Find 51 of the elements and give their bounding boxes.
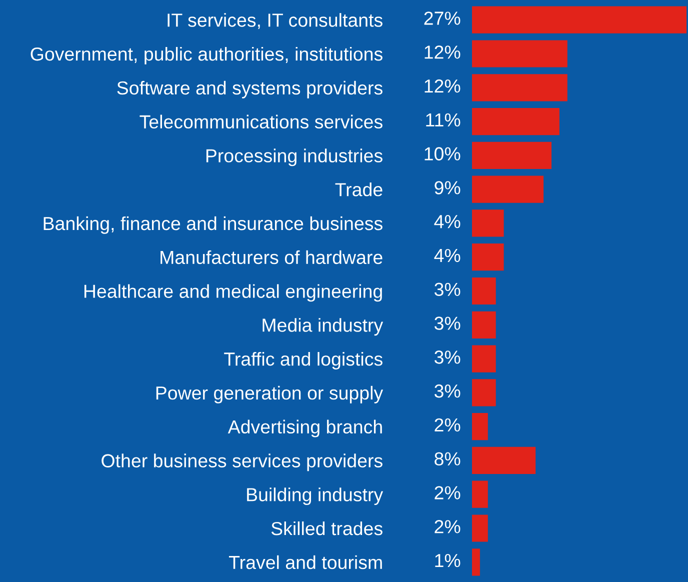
bar	[472, 210, 504, 237]
data-label: 2%	[434, 486, 460, 500]
y-tick-label: Power generation or supply	[156, 386, 384, 404]
bar	[472, 379, 496, 406]
y-tick-label: Building industry	[247, 488, 384, 506]
y-tick-label: IT services, IT consultants	[168, 13, 382, 30]
data-label: 4%	[434, 248, 460, 262]
bar	[472, 345, 496, 372]
bar	[472, 446, 536, 474]
data-label: 11%	[426, 113, 460, 126]
data-label: 1%	[435, 554, 460, 568]
bar	[472, 176, 544, 203]
data-label: 27%	[424, 12, 460, 25]
y-tick-label: Advertising branch	[228, 420, 382, 438]
bar	[472, 40, 568, 68]
bar	[472, 548, 480, 576]
y-tick-label: Banking, finance and insurance business	[44, 216, 382, 234]
bar	[472, 142, 552, 169]
bar	[472, 514, 488, 542]
bar	[472, 277, 496, 305]
y-tick-label: Processing industries	[206, 148, 382, 166]
data-label: 4%	[434, 215, 460, 228]
data-label: 12%	[424, 79, 460, 93]
data-label: 8%	[434, 452, 460, 466]
y-tick-label: Government, public authorities, institutions	[30, 46, 382, 64]
data-label: 3%	[434, 282, 460, 296]
data-label: 2%	[434, 418, 460, 432]
data-label: 3%	[434, 350, 460, 364]
data-label: 10%	[424, 147, 460, 160]
data-label: 12%	[424, 46, 460, 59]
bar	[472, 6, 687, 34]
bar	[472, 244, 504, 271]
y-tick-label: Media industry	[262, 318, 384, 336]
y-tick-label: Healthcare and medical engineering	[84, 284, 382, 302]
y-tick-label: Traffic and logistics	[224, 352, 382, 370]
bar	[472, 108, 560, 136]
y-tick-label: Software and systems providers	[117, 80, 382, 98]
bar	[472, 413, 488, 440]
data-label: 2%	[434, 520, 460, 534]
bar	[472, 74, 568, 102]
bar	[472, 311, 496, 338]
data-label: 3%	[434, 316, 460, 330]
y-tick-label: Skilled trades	[271, 521, 382, 536]
y-tick-label: Other business services providers	[102, 454, 382, 472]
y-tick-label: Trade	[335, 182, 382, 196]
bar	[472, 480, 488, 508]
y-tick-label: Travel and tourism	[228, 555, 382, 570]
data-label: 9%	[434, 181, 460, 194]
data-label: 3%	[434, 384, 460, 398]
y-tick-label: Telecommunications services	[140, 114, 382, 129]
y-tick-label: Manufacturers of hardware	[160, 250, 382, 264]
